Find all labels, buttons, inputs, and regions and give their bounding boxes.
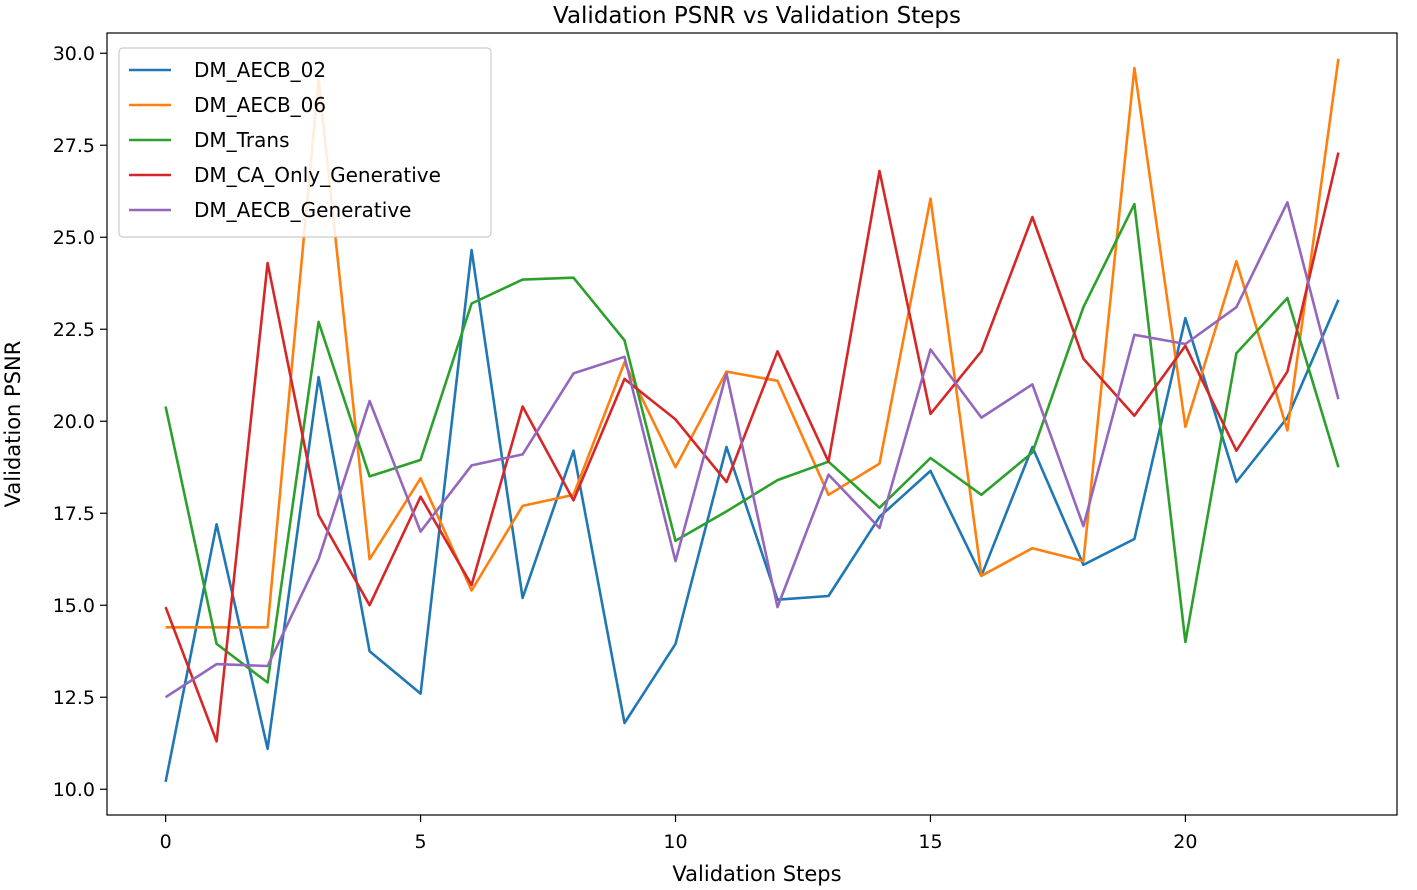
x-tick-label: 0 bbox=[160, 831, 172, 853]
y-tick-label: 30.0 bbox=[53, 43, 95, 65]
legend-label: DM_AECB_Generative bbox=[194, 198, 411, 222]
chart-title: Validation PSNR vs Validation Steps bbox=[553, 3, 961, 29]
plot-border bbox=[106, 32, 1398, 816]
x-axis-label: Validation Steps bbox=[672, 862, 841, 886]
y-tick-label: 25.0 bbox=[53, 227, 95, 249]
series-line-dm-aecb-generative bbox=[164, 201, 1340, 699]
x-tick-label: 5 bbox=[415, 831, 427, 853]
y-tick-label: 15.0 bbox=[53, 595, 95, 617]
legend-label: DM_AECB_06 bbox=[194, 93, 326, 117]
y-tick-label: 17.5 bbox=[53, 503, 95, 525]
x-tick-label: 10 bbox=[663, 831, 687, 853]
x-axis-ticks: 0 5 10 15 20 bbox=[160, 815, 1197, 853]
series-layer bbox=[164, 58, 1340, 783]
legend: DM_AECB_02 DM_AECB_06 DM_Trans DM_CA_Only_G… bbox=[118, 47, 492, 238]
y-tick-label: 27.5 bbox=[53, 135, 95, 157]
legend-box bbox=[118, 47, 492, 238]
series-line-dm-aecb-06 bbox=[165, 58, 1340, 629]
y-tick-label: 10.0 bbox=[53, 779, 95, 801]
y-tick-label: 20.0 bbox=[53, 411, 95, 433]
y-tick-label: 12.5 bbox=[53, 687, 95, 709]
legend-label: DM_Trans bbox=[194, 128, 290, 152]
series-line-dm-aecb-02 bbox=[164, 248, 1340, 783]
legend-label: DM_CA_Only_Generative bbox=[194, 163, 441, 187]
y-axis-label: Validation PSNR bbox=[1, 341, 25, 508]
legend-label: DM_AECB_02 bbox=[194, 58, 326, 82]
y-tick-label: 22.5 bbox=[53, 319, 95, 341]
series-line-dm-ca-only-generative bbox=[164, 152, 1340, 743]
x-tick-label: 20 bbox=[1173, 831, 1197, 853]
y-axis-ticks: 10.0 12.5 15.0 17.5 20.0 22.5 25.0 27.5 30.0 bbox=[53, 43, 107, 801]
x-tick-label: 15 bbox=[918, 831, 942, 853]
